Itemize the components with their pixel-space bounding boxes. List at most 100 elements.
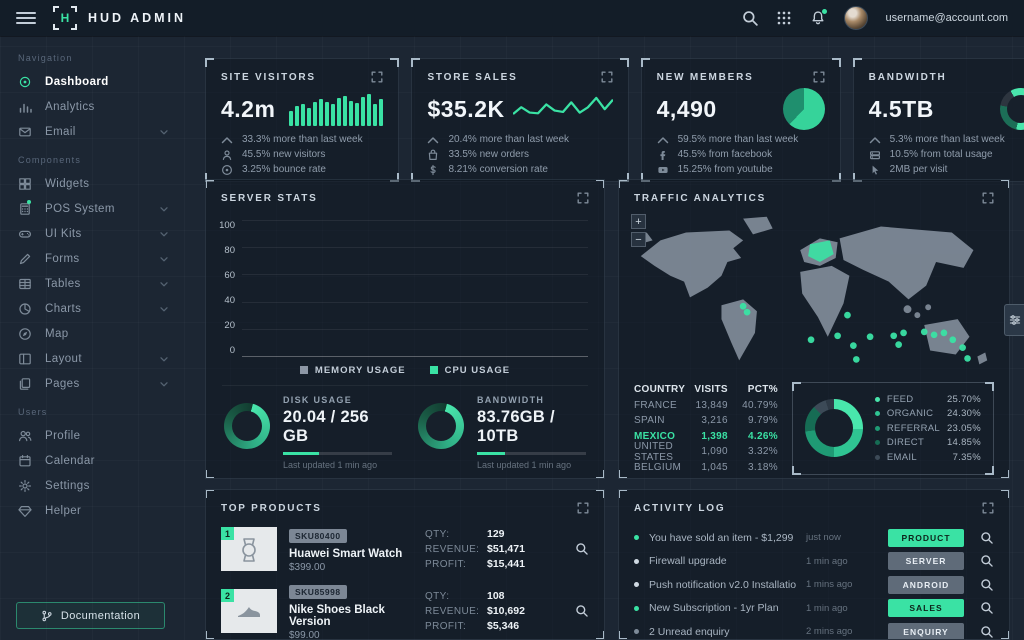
chevron-down-icon [159,379,169,389]
charts-icon [18,302,32,316]
dashboard-icon [18,75,32,89]
disk-donut-chart [224,403,270,449]
country-table-header: COUNTRY VISITS PCT% [634,384,778,396]
status-dot [634,535,639,541]
magnifier-icon[interactable] [575,604,589,618]
mini-line-chart [512,96,613,115]
chart-legend: MEMORY USAGE CPU USAGE [206,365,604,376]
magnifier-icon[interactable] [980,625,994,639]
sidebar-item-tables[interactable]: Tables [0,271,185,296]
source-legend-row: FEED 25.70% [874,392,981,407]
map-icon [18,327,32,341]
category-badge: PRODUCT [888,528,964,547]
sidebar-item-layout[interactable]: Layout [0,346,185,371]
product-row: 2 SKU85998 Nike Shoes Black Version $99.… [206,580,604,639]
card-stat: 45.5% from facebook [657,147,825,162]
sidebar-item-widgets[interactable]: Widgets [0,171,185,196]
refresh-icon[interactable] [371,71,383,83]
y-axis-labels: 100 80 60 40 20 0 [219,220,235,356]
magnifier-icon[interactable] [980,531,994,545]
mid-row: SERVER STATS 100 80 60 40 20 0 MEMORY USAGE CP… [205,179,1010,479]
magnifier-icon[interactable] [980,601,994,615]
main-content: SITE VISITORS 4.2m 33.3% more than last … [185,36,1024,640]
sidebar-item-pages[interactable]: Pages [0,371,185,396]
trendup-icon [869,134,881,146]
apps-grid-icon[interactable] [776,10,792,26]
refresh-icon[interactable] [577,192,589,204]
mini-ring-chart [999,88,1024,130]
product-row: 1 SKU80400 Huawei Smart Watch $399.00 QT… [206,518,604,580]
product-name: Nike Shoes Black Version [289,603,385,628]
sidebar-item-calendar[interactable]: Calendar [0,448,185,473]
server-stats-panel: SERVER STATS 100 80 60 40 20 0 MEMORY USAGE CP… [205,179,605,479]
card-title: BANDWIDTH [868,71,947,83]
sidebar-item-analytics[interactable]: Analytics [0,94,185,119]
panel-title: SERVER STATS [221,192,318,204]
chevron-down-icon [159,204,169,214]
watch-icon [234,535,264,563]
traffic-bottom: COUNTRY VISITS PCT% FRANCE 13,849 40.79% S… [619,374,1009,475]
magnifier-icon[interactable] [980,578,994,592]
magnifier-icon[interactable] [980,554,994,568]
chevron-down-icon [159,254,169,264]
search-icon[interactable] [742,10,758,26]
tables-icon [18,277,32,291]
chevron-down-icon [159,354,169,364]
sidebar-nav: Navigation Dashboard Analytics Email Com… [0,42,185,523]
sidebar-item-pos-system[interactable]: POS System [0,196,185,221]
stat-card: NEW MEMBERS 4,490 59.5% more than last w… [640,58,841,182]
card-stat: 2MB per visit [869,162,1024,177]
progress-bar [283,452,392,455]
category-badge: SERVER [888,552,964,571]
map-zoom-in-button[interactable]: + [631,214,646,229]
account-email[interactable]: username@account.com [885,12,1008,24]
card-value: 4.5TB [868,95,934,122]
sidebar-item-map[interactable]: Map [0,321,185,346]
usage-row: HTTP35.47GB [477,476,586,478]
bars [245,220,586,355]
sidebar-section-label: Components [18,155,82,165]
status-dot [634,582,639,588]
refresh-icon[interactable] [577,502,589,514]
top-products-panel: TOP PRODUCTS 1 SKU80400 Huawei Smart Wat… [205,489,605,640]
sidebar-item-settings[interactable]: Settings [0,473,185,498]
forms-icon [18,252,32,266]
storage-icon [869,149,881,161]
refresh-icon[interactable] [813,71,825,83]
refresh-icon[interactable] [601,71,613,83]
source-legend-row: DIRECT 14.85% [874,436,981,451]
settings-tab[interactable] [1004,304,1024,336]
documentation-button[interactable]: Documentation [16,602,165,629]
menu-icon[interactable] [16,12,36,24]
refresh-icon[interactable] [982,502,994,514]
card-title: NEW MEMBERS [656,71,754,83]
bottom-row: TOP PRODUCTS 1 SKU80400 Huawei Smart Wat… [205,489,1010,640]
app-logo: H [53,6,77,30]
refresh-icon[interactable] [982,192,994,204]
sidebar-item-dashboard[interactable]: Dashboard [0,69,185,94]
sidebar-item-email[interactable]: Email [0,119,185,144]
layout-icon [18,352,32,366]
card-stat: 10.5% from total usage [869,147,1024,162]
sidebar-item-profile[interactable]: Profile [0,423,185,448]
sidebar-item-helper[interactable]: Helper [0,498,185,523]
card-stat: 45.5% new visitors [221,147,383,162]
activity-list: You have sold an item - $1,299 just now … [619,518,1009,639]
sidebar-item-ui-kits[interactable]: UI Kits [0,221,185,246]
logo-letter: H [60,11,70,25]
source-legend-row: EMAIL 7.35% [874,450,981,465]
avatar[interactable] [843,6,868,30]
pos-icon [18,202,32,216]
notifications-bell-icon[interactable] [810,9,827,26]
card-title: SITE VISITORS [221,71,316,83]
stat-card: SITE VISITORS 4.2m 33.3% more than last … [205,58,400,182]
sidebar-section-label: Users [18,407,48,417]
traffic-analytics-panel: TRAFFIC ANALYTICS + − COUNTRY VISITS PCT% … [618,179,1010,479]
sidebar-item-charts[interactable]: Charts [0,296,185,321]
usage-row: DISK C19.58GB [283,476,392,478]
sidebar-item-forms[interactable]: Forms [0,246,185,271]
map-zoom-out-button[interactable]: − [631,232,646,247]
magnifier-icon[interactable] [575,542,589,556]
category-badge: ANDROID [888,575,964,594]
